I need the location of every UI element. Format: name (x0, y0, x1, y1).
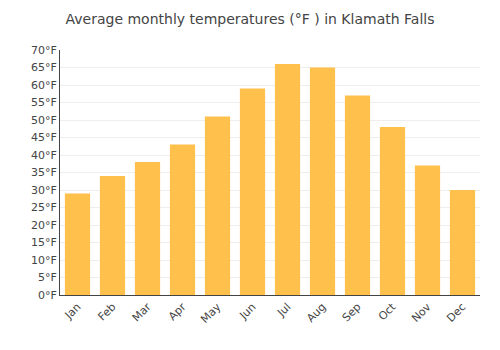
svg-text:Jan: Jan (62, 301, 84, 323)
svg-text:40°F: 40°F (31, 149, 57, 162)
svg-text:Sep: Sep (340, 301, 364, 325)
svg-text:30°F: 30°F (31, 184, 57, 197)
svg-text:70°F: 70°F (31, 44, 57, 57)
svg-text:Apr: Apr (166, 300, 189, 323)
svg-text:5°F: 5°F (38, 271, 57, 284)
svg-text:May: May (198, 300, 224, 326)
svg-text:Nov: Nov (409, 300, 434, 325)
svg-text:20°F: 20°F (31, 219, 57, 232)
svg-text:35°F: 35°F (31, 166, 57, 179)
svg-text:10°F: 10°F (31, 254, 57, 267)
svg-text:25°F: 25°F (31, 201, 57, 214)
svg-text:55°F: 55°F (31, 96, 57, 109)
svg-text:45°F: 45°F (31, 131, 57, 144)
svg-text:60°F: 60°F (31, 79, 57, 92)
svg-text:Average monthly temperatures (: Average monthly temperatures (°F ) in Kl… (66, 11, 435, 27)
svg-text:Feb: Feb (96, 301, 119, 324)
svg-text:Dec: Dec (444, 301, 468, 325)
svg-text:0°F: 0°F (38, 289, 57, 302)
svg-text:65°F: 65°F (31, 61, 57, 74)
svg-text:Mar: Mar (130, 300, 154, 324)
svg-text:Oct: Oct (376, 300, 399, 323)
svg-text:Jul: Jul (274, 301, 293, 320)
svg-text:50°F: 50°F (31, 114, 57, 127)
svg-text:Jun: Jun (236, 300, 258, 322)
svg-text:15°F: 15°F (31, 236, 57, 249)
svg-text:Aug: Aug (304, 301, 328, 325)
